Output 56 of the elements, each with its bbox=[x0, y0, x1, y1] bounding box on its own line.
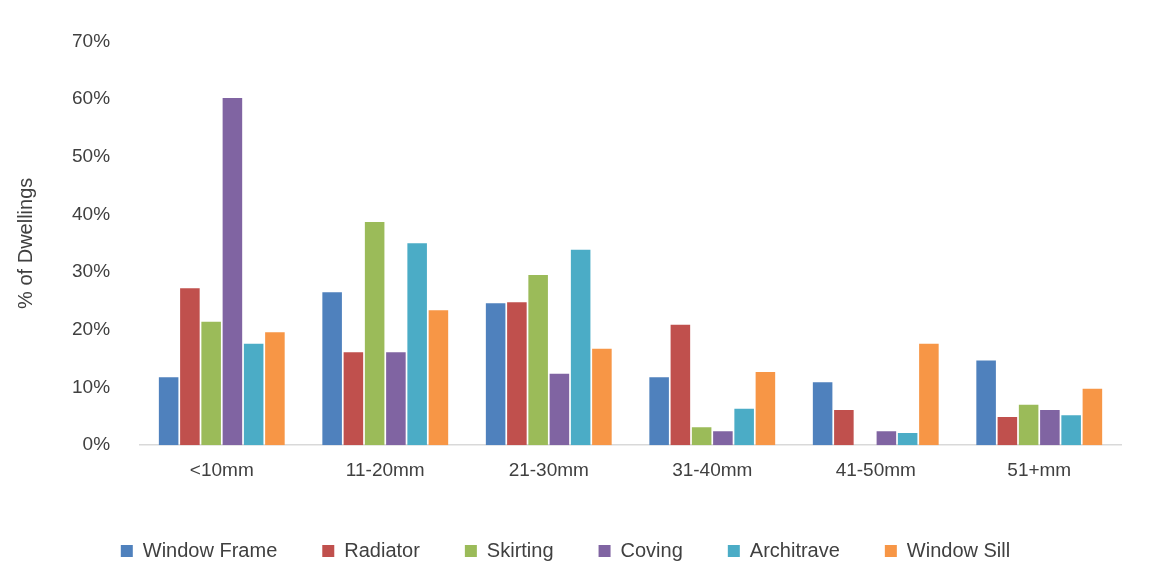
legend-label: Coving bbox=[620, 538, 683, 561]
bar bbox=[834, 410, 854, 446]
bar bbox=[691, 427, 712, 446]
y-tick-label: 60% bbox=[72, 87, 111, 109]
bar bbox=[670, 324, 691, 446]
y-tick-label: 50% bbox=[72, 145, 111, 167]
bar bbox=[243, 343, 264, 446]
y-tick-label: 0% bbox=[82, 433, 111, 455]
bar bbox=[897, 433, 918, 446]
x-tick-label: <10mm bbox=[189, 458, 254, 480]
bar bbox=[812, 382, 833, 446]
x-tick-label: 11-20mm bbox=[345, 458, 425, 480]
bar bbox=[201, 321, 221, 446]
y-tick-label: 10% bbox=[72, 375, 111, 397]
bar bbox=[1082, 388, 1103, 446]
bar bbox=[386, 352, 406, 446]
bar bbox=[222, 97, 243, 446]
bar bbox=[343, 352, 364, 446]
legend-label: Architrave bbox=[749, 538, 840, 561]
bar bbox=[407, 243, 427, 446]
x-tick-label: 31-40mm bbox=[672, 458, 753, 480]
bar bbox=[428, 310, 449, 446]
bar bbox=[158, 377, 179, 446]
bar bbox=[734, 408, 754, 446]
x-tick-label: 21-30mm bbox=[508, 458, 589, 480]
bar bbox=[485, 303, 506, 446]
bar bbox=[713, 431, 733, 446]
bar bbox=[322, 292, 342, 446]
legend-label: Skirting bbox=[486, 538, 554, 561]
y-tick-label: 70% bbox=[72, 29, 111, 51]
legend-label: Window Frame bbox=[142, 538, 278, 561]
bar bbox=[997, 416, 1018, 446]
y-axis-title: % of Dwellings bbox=[13, 177, 36, 309]
bar bbox=[976, 360, 996, 446]
bar bbox=[180, 288, 200, 446]
legend-label: Radiator bbox=[344, 538, 421, 561]
bar bbox=[1018, 404, 1039, 446]
x-tick-label: 51+mm bbox=[1007, 458, 1072, 480]
bar bbox=[1040, 410, 1060, 446]
bar bbox=[507, 302, 527, 446]
bar bbox=[364, 221, 385, 446]
bar bbox=[1061, 415, 1081, 446]
legend-label: Window Sill bbox=[906, 538, 1011, 561]
x-tick-label: 41-50mm bbox=[835, 458, 916, 480]
y-tick-label: 30% bbox=[72, 260, 111, 282]
y-tick-label: 40% bbox=[72, 202, 111, 224]
bar bbox=[265, 332, 285, 446]
bar bbox=[549, 373, 570, 446]
bar bbox=[592, 348, 612, 446]
bar bbox=[528, 275, 548, 446]
bar bbox=[876, 431, 897, 446]
bar bbox=[570, 249, 591, 446]
y-tick-label: 20% bbox=[72, 318, 111, 340]
bar bbox=[755, 371, 776, 446]
bar bbox=[649, 377, 669, 446]
bar bbox=[919, 343, 939, 446]
